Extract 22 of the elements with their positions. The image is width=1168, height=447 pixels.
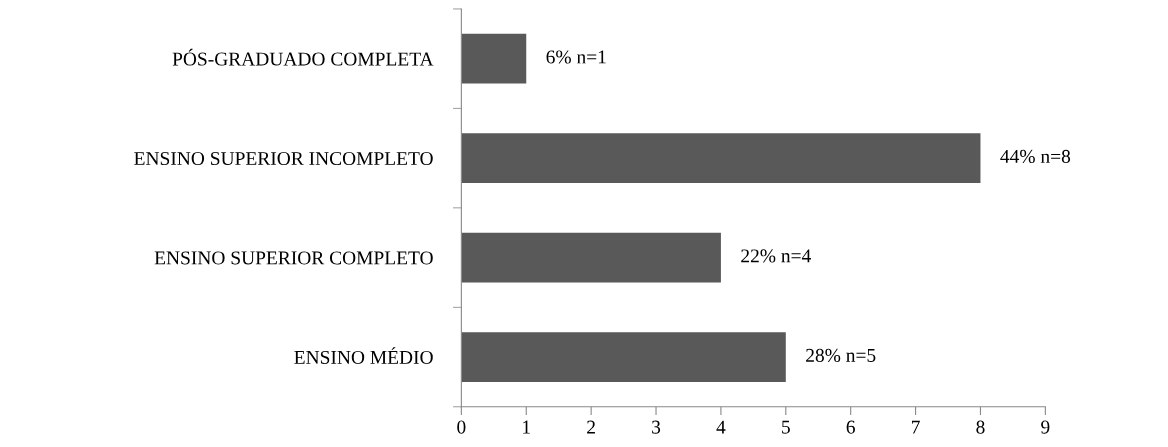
- bar: [461, 33, 527, 84]
- x-tick-label: 2: [587, 420, 595, 434]
- x-tick-label: 7: [912, 420, 920, 434]
- data-label: 44% n=8: [1000, 149, 1071, 164]
- x-tick-label: 1: [523, 420, 530, 434]
- bar: [461, 133, 981, 183]
- y-tick-label: ENSINO MÉDIO: [294, 347, 433, 364]
- data-label: 22% n=4: [741, 249, 811, 263]
- bar: [461, 332, 786, 382]
- x-tick-label: 5: [782, 420, 790, 434]
- x-tick-label: 4: [716, 420, 726, 434]
- x-tick-label: 8: [976, 420, 985, 434]
- x-tick-label: 6: [846, 420, 855, 434]
- y-tick-label: ENSINO SUPERIOR INCOMPLETO: [134, 152, 433, 166]
- data-label: 28% n=5: [806, 348, 876, 362]
- y-tick-label: PÓS-GRADUADO COMPLETA: [172, 48, 434, 66]
- y-tick-label: ENSINO SUPERIOR COMPLETO: [154, 251, 433, 265]
- x-tick-label: 9: [1041, 420, 1050, 434]
- x-tick-label: 0: [457, 420, 466, 434]
- data-label: 6% n=1: [546, 50, 606, 64]
- x-tick-label: 3: [652, 420, 661, 434]
- bar: [461, 232, 721, 283]
